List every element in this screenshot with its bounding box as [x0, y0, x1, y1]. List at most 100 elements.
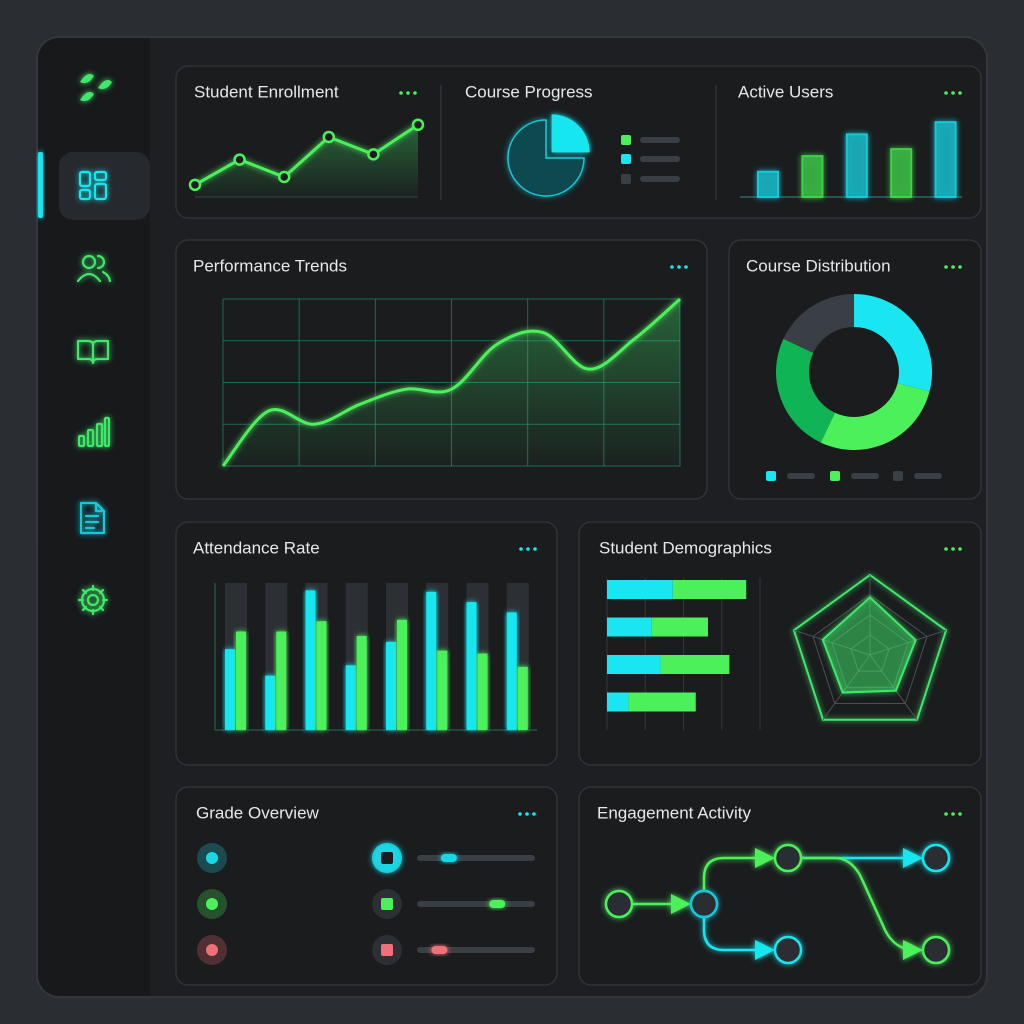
legend-placeholder — [640, 156, 680, 162]
item-glyph — [381, 852, 393, 864]
card — [728, 239, 982, 500]
menu-dot — [958, 91, 962, 95]
menu-dot — [519, 547, 523, 551]
radar-grid — [812, 594, 928, 705]
bar — [276, 631, 287, 730]
flow-node[interactable] — [604, 889, 634, 919]
flow-node[interactable] — [773, 935, 803, 965]
nav-reports[interactable] — [79, 501, 106, 535]
bar — [934, 121, 957, 198]
menu-dot — [670, 265, 674, 269]
card-title: Course Progress — [465, 82, 593, 101]
line-point — [322, 130, 336, 144]
menu-dot — [533, 547, 537, 551]
legend-swatch — [766, 471, 776, 481]
menu-dot[interactable] — [951, 812, 955, 816]
bar — [236, 631, 246, 730]
legend-swatch — [621, 154, 631, 164]
line-point — [277, 170, 291, 184]
nav-courses[interactable] — [76, 339, 110, 365]
bar-segment — [607, 692, 629, 712]
menu-dot[interactable] — [951, 265, 955, 269]
donut-segment — [820, 383, 930, 450]
nav-item-active[interactable] — [59, 152, 150, 220]
menu-dot[interactable] — [951, 91, 955, 95]
menu-dot[interactable] — [526, 547, 530, 551]
line-area — [223, 299, 680, 466]
bar — [356, 635, 367, 730]
bar-segment — [628, 692, 696, 712]
legend-placeholder — [640, 137, 680, 143]
flow-node[interactable] — [689, 889, 719, 919]
bar — [517, 666, 528, 730]
flow-node[interactable] — [921, 843, 951, 873]
legend-placeholder — [914, 473, 942, 479]
menu-dot — [958, 265, 962, 269]
legend-swatch — [621, 135, 631, 145]
progress-indicator — [489, 900, 506, 908]
card-title: Grade Overview — [196, 803, 320, 822]
menu-dot — [518, 812, 522, 816]
bar — [506, 612, 517, 730]
bar — [386, 641, 396, 730]
flow-node[interactable] — [773, 843, 803, 873]
bar — [265, 675, 276, 730]
bar — [316, 621, 327, 730]
nav-settings[interactable] — [77, 584, 109, 616]
progress-indicator — [440, 854, 457, 862]
bar — [845, 133, 868, 198]
flow-edge — [702, 918, 775, 960]
progress-track — [417, 901, 535, 907]
flow-edge — [702, 848, 775, 890]
line-area — [195, 124, 418, 197]
nav-users[interactable] — [76, 254, 112, 283]
progress-track — [417, 855, 535, 861]
radar-grid — [792, 573, 948, 721]
card-title: Active Users — [738, 82, 833, 101]
radar-area — [821, 596, 917, 694]
bar — [801, 155, 824, 198]
bar — [757, 170, 779, 199]
avatar-glyph — [206, 944, 218, 956]
donut-segment — [854, 294, 933, 392]
menu-dot — [532, 812, 536, 816]
menu-dot — [944, 265, 948, 269]
menu-dot — [399, 91, 403, 95]
avatar-glyph — [206, 898, 218, 910]
card-title: Student Demographics — [599, 538, 772, 557]
bar — [225, 649, 235, 730]
line — [194, 123, 419, 187]
donut-segment — [776, 338, 835, 443]
menu-dot — [958, 547, 962, 551]
bar-segment — [672, 580, 747, 599]
flow-node[interactable] — [921, 935, 951, 965]
card-title: Student Enrollment — [194, 82, 339, 101]
card — [578, 521, 982, 766]
menu-dot[interactable] — [677, 265, 681, 269]
progress-indicator — [431, 946, 448, 954]
nav-dashboard[interactable] — [78, 170, 108, 201]
bar-segment — [607, 580, 673, 599]
bar — [345, 665, 356, 730]
item-glyph — [381, 944, 393, 956]
bar — [437, 650, 448, 730]
menu-dot — [958, 812, 962, 816]
nav-analytics[interactable] — [77, 416, 111, 448]
bar-segment — [607, 617, 652, 637]
line-point — [188, 178, 202, 192]
card-title: Engagement Activity — [597, 803, 752, 822]
menu-dot — [944, 91, 948, 95]
active-indicator — [38, 152, 43, 218]
legend-swatch — [830, 471, 840, 481]
line-point — [411, 118, 425, 132]
card — [578, 786, 982, 986]
menu-dot[interactable] — [525, 812, 529, 816]
bar — [426, 591, 437, 730]
menu-dot[interactable] — [406, 91, 410, 95]
bar — [890, 148, 913, 198]
menu-dot[interactable] — [951, 547, 955, 551]
card-title: Performance Trends — [193, 256, 347, 275]
bar — [397, 619, 407, 730]
